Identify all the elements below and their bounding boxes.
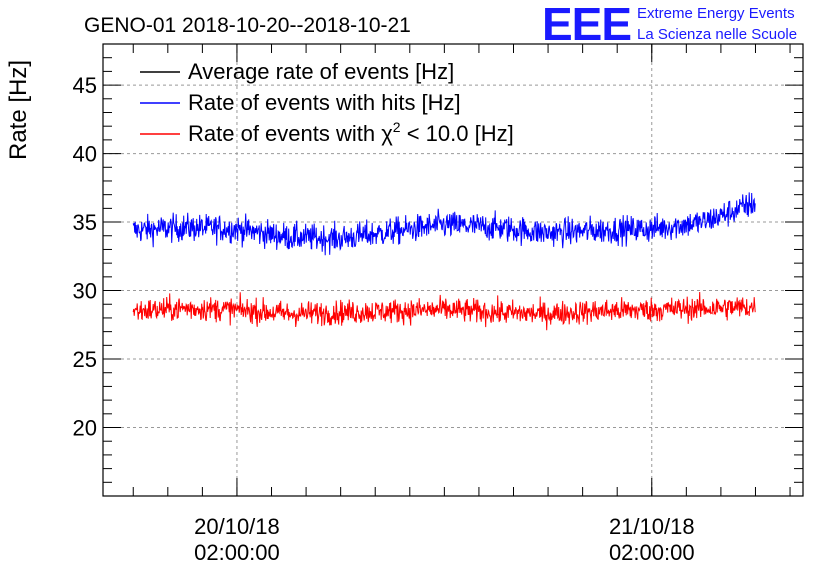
legend: Average rate of events [Hz] Rate of event… <box>140 59 514 146</box>
legend-entry: Average rate of events [Hz] <box>188 59 454 84</box>
logo-mark: EEE <box>542 0 631 50</box>
legend-entry: Rate of events with hits [Hz] <box>188 90 461 115</box>
series-group <box>132 192 756 331</box>
y-tick-label: 30 <box>73 279 97 304</box>
logo-line-1: Extreme Energy Events <box>637 5 795 22</box>
x-tick-date: 21/10/18 <box>609 514 695 539</box>
x-tick-time: 02:00:00 <box>194 540 280 565</box>
axes: 20253035404520/10/1802:00:0021/10/1802:0… <box>73 43 803 565</box>
logo-line-2: La Scienza nelle Scuole <box>637 26 797 43</box>
y-tick-label: 35 <box>73 210 97 235</box>
y-tick-label: 25 <box>73 347 97 372</box>
chart-title: GENO-01 2018-10-20--2018-10-21 <box>84 14 411 37</box>
series-line-chi2 <box>132 291 756 331</box>
x-tick-time: 02:00:00 <box>609 540 695 565</box>
legend-entry: Rate of events with χ2 < 10.0 [Hz] <box>188 119 514 146</box>
y-tick-label: 45 <box>73 73 97 98</box>
y-tick-label: 20 <box>73 416 97 441</box>
plot-frame <box>102 43 804 497</box>
eee-logo: EEE Extreme Energy Events La Scienza nel… <box>542 0 797 50</box>
x-tick-date: 20/10/18 <box>194 514 280 539</box>
y-tick-label: 40 <box>73 142 97 167</box>
series-line-hits <box>132 192 756 256</box>
y-axis-label: Rate [Hz] <box>5 60 32 160</box>
